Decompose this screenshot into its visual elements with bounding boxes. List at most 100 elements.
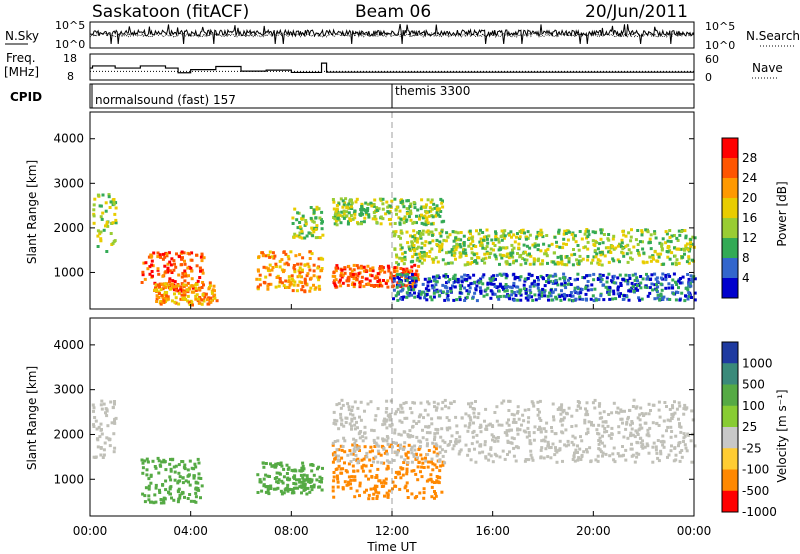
velocity-cell [643,445,647,449]
power-cell [307,231,311,235]
velocity-cell [300,480,304,484]
velocity-cell [363,431,367,435]
power-cell [584,285,588,289]
power-cell [545,280,548,283]
power-cell [99,204,103,208]
power-cell [258,273,262,277]
power-cell [526,298,530,302]
velocity-cell [671,404,674,408]
power-cell [148,265,152,269]
power-cell [415,269,419,273]
velocity-cell [405,472,409,476]
velocity-cell [677,401,681,405]
power-cell [109,200,113,204]
power-cell [202,256,206,260]
power-cell [170,257,174,261]
power-cell [270,268,274,272]
power-cell [304,222,308,226]
velocity-cell [484,427,488,431]
power-cell [398,221,402,225]
power-cell [431,233,434,237]
velocity-cell [512,417,516,421]
velocity-cell [447,406,451,410]
power-cell [428,206,432,210]
velocity-cell [624,448,628,452]
power-cell [653,232,657,236]
velocity-cell [344,469,348,473]
velocity-cell [419,470,422,474]
velocity-cell [169,467,173,471]
power-cell [113,239,117,243]
power-cell [399,217,403,221]
velocity-cell [536,428,540,431]
power-cell [453,279,457,283]
power-cell [285,261,289,265]
power-cell [510,286,514,289]
power-cell [540,231,544,235]
power-cell [369,201,373,205]
power-cell [561,246,565,250]
power-cell [419,207,423,211]
velocity-cell [333,440,337,443]
velocity-cell [196,457,200,461]
power-cell [419,250,423,254]
velocity-cell [406,450,410,454]
velocity-cell [361,469,365,473]
velocity-cell [299,484,303,488]
velocity-cell [391,445,394,449]
power-cell [350,198,353,202]
freq-label-line2: [MHz] [4,65,39,79]
power-cell [395,205,399,209]
velocity-cell [382,484,386,488]
power-cell [150,259,154,263]
power-cell [462,234,466,238]
power-cell [195,253,198,257]
power-cell [468,276,472,280]
power-cell [410,293,413,297]
power-cell [624,273,628,277]
power-cell [673,246,676,250]
power-cell [150,270,154,273]
power-cell [168,269,172,273]
velocity-cell [422,466,426,469]
power-cell [486,281,490,285]
power-cell [586,280,590,283]
power-cell [541,259,545,263]
colorbar-swatch-2 [722,384,738,407]
power-cell [312,274,316,278]
velocity-cell [351,452,355,456]
power-cell [405,268,409,272]
velocity-cell [483,443,487,447]
power-cell [648,240,652,244]
power-cell [411,235,415,239]
velocity-cell [426,453,430,456]
power-cell [548,291,552,295]
power-cell [602,298,606,302]
power-cell [426,229,430,233]
velocity-cell [559,419,563,423]
power-cell [351,217,355,221]
power-cell [522,243,526,247]
noise-left-label: N.Sky [5,29,39,43]
power-cell [541,235,545,239]
velocity-cell [458,450,462,454]
velocity-cell [157,471,161,475]
velocity-cell [410,460,414,464]
velocity-cell [410,411,414,415]
velocity-cell [94,455,98,459]
velocity-cell [573,459,577,463]
power-cell [680,230,684,233]
power-cell [596,258,600,262]
power-cell [287,278,291,282]
power-cell [462,243,466,247]
velocity-cell [424,425,428,429]
power-cell [539,249,543,253]
velocity-cell [197,488,201,492]
power-cell [687,261,691,265]
power-cell [155,294,159,298]
power-cell [475,261,479,265]
power-cell [438,249,442,253]
velocity-cell [441,454,445,458]
power-cell [676,291,680,294]
